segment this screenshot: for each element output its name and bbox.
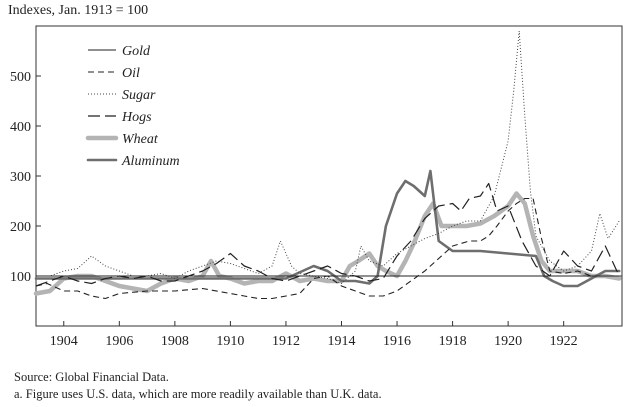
series-line-aluminum <box>34 169 621 288</box>
x-tick-label: 1904 <box>50 334 78 349</box>
x-tick-label: 1920 <box>494 334 522 349</box>
legend-label-oil: Oil <box>122 66 140 81</box>
y-tick-label: 200 <box>10 220 31 235</box>
y-tick-label: 100 <box>10 270 31 285</box>
x-tick-label: 1922 <box>550 334 578 349</box>
y-tick-label: 300 <box>10 170 31 185</box>
series-line-wheat <box>33 191 622 296</box>
legend-label-sugar: Sugar <box>122 88 156 103</box>
x-tick-label: 1912 <box>272 334 300 349</box>
y-axis-label: Indexes, Jan. 1913 = 100 <box>8 3 148 18</box>
x-tick-label: 1918 <box>439 334 467 349</box>
footnote: a. Figure uses U.S. data, which are more… <box>14 387 382 401</box>
y-tick-label: 400 <box>10 120 31 135</box>
legend-label-gold: Gold <box>122 44 151 59</box>
y-tick-label: 500 <box>10 70 31 85</box>
legend-label-aluminum: Aluminum <box>121 154 180 169</box>
x-tick-label: 1914 <box>327 334 355 349</box>
source-note: Source: Global Financial Data. <box>14 370 169 384</box>
series-line-oil <box>35 197 620 300</box>
legend-label-wheat: Wheat <box>122 132 159 147</box>
x-tick-label: 1910 <box>216 334 244 349</box>
series-line-hogs <box>35 182 620 287</box>
x-tick-label: 1906 <box>105 334 133 349</box>
legend: Gold Oil Sugar Hogs Wheat Aluminum <box>85 44 180 169</box>
legend-label-hogs: Hogs <box>121 110 152 125</box>
x-tick-label: 1908 <box>161 334 189 349</box>
x-tick-label: 1916 <box>383 334 411 349</box>
